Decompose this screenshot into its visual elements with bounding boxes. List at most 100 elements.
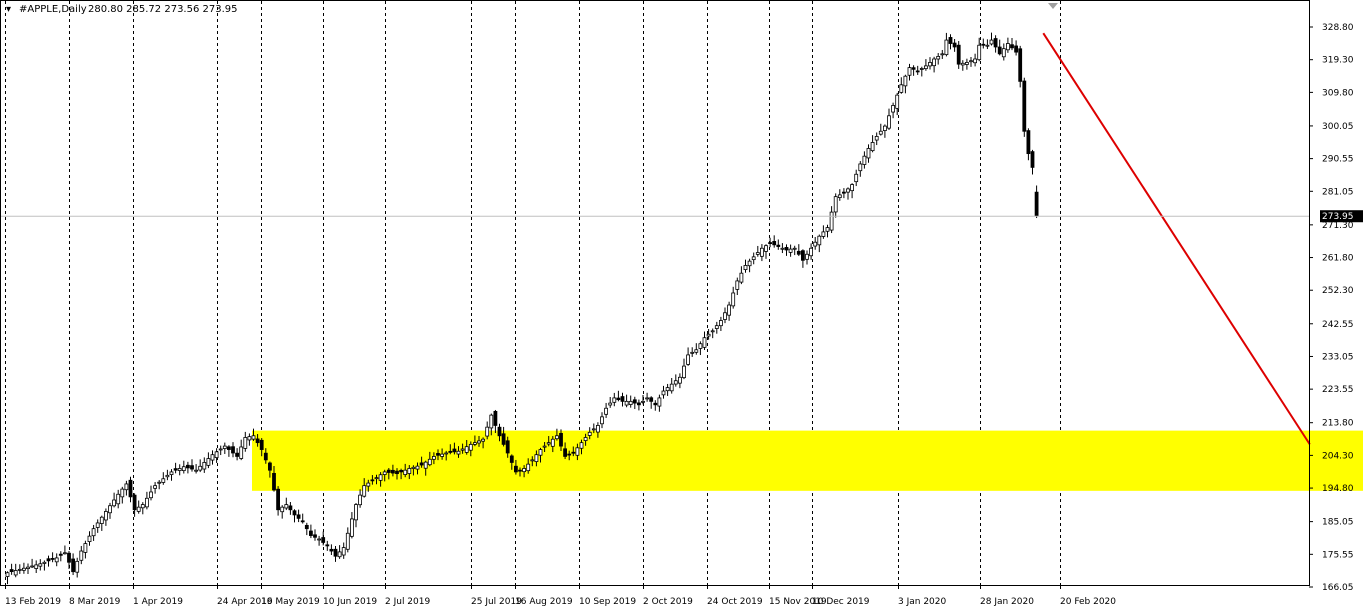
candle bbox=[973, 53, 977, 67]
candle-body bbox=[792, 247, 797, 250]
candle-body bbox=[714, 325, 719, 329]
candle bbox=[165, 469, 170, 481]
candle bbox=[108, 502, 112, 519]
candle bbox=[628, 395, 633, 408]
candle-body bbox=[850, 184, 854, 192]
chart-shift-marker-icon[interactable] bbox=[1048, 3, 1058, 9]
candle bbox=[550, 436, 555, 453]
candle-body bbox=[985, 44, 990, 47]
candle-body bbox=[136, 506, 141, 512]
candle bbox=[399, 468, 404, 480]
candle-body bbox=[386, 469, 391, 473]
candle-body bbox=[382, 471, 387, 475]
candle bbox=[210, 450, 215, 465]
candle bbox=[34, 560, 39, 574]
candle-body bbox=[157, 481, 162, 484]
candle-body bbox=[768, 242, 772, 244]
candle-body bbox=[185, 464, 190, 469]
candle bbox=[587, 427, 592, 440]
time-axis[interactable]: 13 Feb 2019 8 Mar 2019 1 Apr 2019 24 Apr 20… bbox=[5, 585, 1116, 607]
candle bbox=[378, 472, 383, 487]
candle-body bbox=[542, 445, 547, 448]
candle-body bbox=[1026, 130, 1031, 155]
x-tick-label: 13 Feb 2019 bbox=[5, 597, 61, 607]
candle bbox=[17, 564, 22, 574]
candle bbox=[99, 515, 104, 531]
price-axis[interactable]: 328.80 319.30 309.80 300.05 290.55 281.05 271.… bbox=[1309, 23, 1363, 593]
candle bbox=[374, 474, 379, 485]
candle bbox=[497, 423, 502, 442]
candle-body bbox=[272, 472, 276, 491]
candle-body bbox=[526, 463, 531, 472]
candle bbox=[575, 443, 580, 461]
candle-body bbox=[378, 474, 383, 481]
candle bbox=[493, 409, 498, 433]
candle-body bbox=[140, 504, 145, 509]
candle-body bbox=[411, 466, 416, 469]
candle-body bbox=[206, 458, 211, 466]
candle bbox=[969, 56, 973, 67]
candle bbox=[563, 442, 567, 460]
candle-body bbox=[42, 561, 47, 564]
candle bbox=[673, 374, 678, 387]
candle bbox=[153, 482, 158, 494]
candle-body bbox=[616, 397, 621, 401]
candle-body bbox=[997, 46, 1002, 55]
y-tick-label: 261.80 bbox=[1322, 254, 1354, 264]
y-tick-label: 252.30 bbox=[1322, 286, 1354, 296]
candle bbox=[214, 448, 219, 463]
candle bbox=[702, 331, 707, 351]
candle-body bbox=[321, 537, 326, 543]
candle-body bbox=[944, 39, 949, 56]
candle bbox=[149, 485, 153, 501]
candle bbox=[661, 385, 666, 399]
y-tick-label: 319.30 bbox=[1322, 56, 1354, 66]
candle bbox=[263, 448, 268, 464]
candle bbox=[620, 392, 625, 407]
candle bbox=[477, 435, 481, 447]
candle-body bbox=[874, 136, 879, 141]
candle bbox=[632, 396, 637, 410]
support-zone[interactable] bbox=[252, 430, 1363, 491]
candle bbox=[796, 244, 801, 257]
candle-body bbox=[9, 569, 14, 573]
candle bbox=[198, 459, 203, 473]
candle bbox=[698, 341, 703, 356]
candle bbox=[38, 559, 43, 571]
candle-body bbox=[825, 227, 830, 232]
candle bbox=[333, 545, 338, 562]
candle-body bbox=[509, 455, 514, 463]
candle-body bbox=[911, 67, 916, 70]
candle bbox=[26, 563, 30, 574]
candle-body bbox=[231, 446, 235, 454]
candle-body bbox=[243, 437, 248, 449]
projection-line[interactable] bbox=[1042, 32, 1311, 445]
candle-body bbox=[440, 453, 445, 457]
candle-body bbox=[870, 142, 875, 152]
candle-body bbox=[71, 558, 75, 573]
candle bbox=[296, 509, 301, 523]
candle-body bbox=[965, 62, 969, 65]
candle-body bbox=[481, 438, 486, 442]
candle bbox=[747, 258, 752, 273]
annotation-layer bbox=[1042, 32, 1311, 445]
candle bbox=[255, 434, 260, 447]
candle-body bbox=[452, 448, 457, 453]
candle bbox=[760, 244, 764, 262]
candle-body bbox=[919, 68, 924, 70]
candle bbox=[67, 551, 71, 569]
candle bbox=[50, 552, 55, 563]
candle-body bbox=[374, 477, 379, 480]
candle-body bbox=[300, 520, 305, 523]
candle-body bbox=[952, 42, 957, 48]
candle bbox=[144, 491, 149, 510]
y-tick-label: 281.05 bbox=[1322, 187, 1354, 197]
candle bbox=[514, 459, 518, 475]
candle bbox=[390, 464, 395, 477]
candle-body bbox=[1014, 45, 1018, 53]
candle bbox=[657, 394, 662, 412]
candle bbox=[267, 461, 272, 478]
candle-body bbox=[239, 446, 244, 459]
candle-body bbox=[858, 163, 863, 172]
